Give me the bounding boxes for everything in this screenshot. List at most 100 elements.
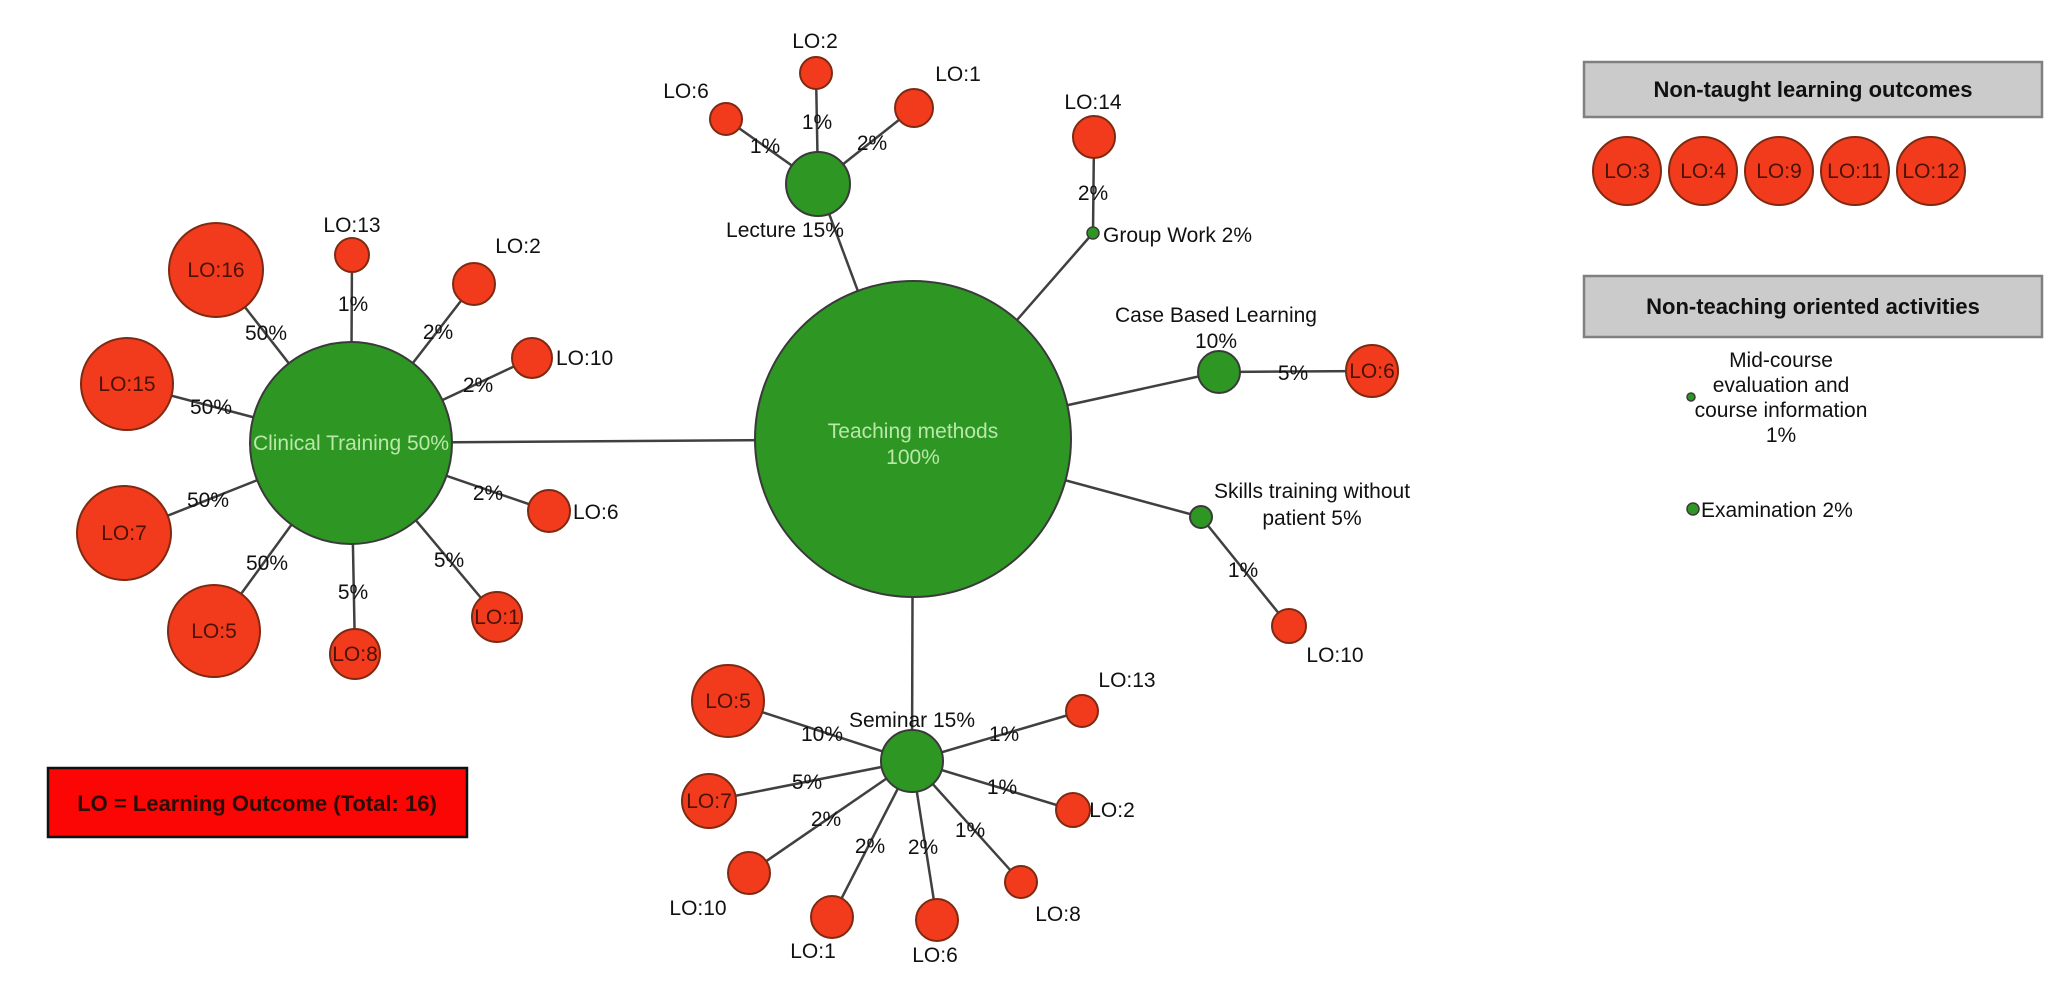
- node-label-lo1c: LO:1: [474, 606, 520, 629]
- edge-label-lecture-lo2L: 1%: [802, 111, 832, 134]
- node-label-lo6cb: LO:6: [1349, 360, 1395, 383]
- node-label-lo4: LO:4: [1680, 160, 1726, 183]
- node-label-lo7s: LO:7: [686, 790, 732, 813]
- node-lo2L: [799, 56, 833, 90]
- edge-seminar-lo10m: [748, 759, 913, 875]
- edge-label-seminar-lo7s: 5%: [792, 771, 822, 794]
- node-groupwork: [1086, 226, 1100, 240]
- node-lo13s: [1065, 694, 1099, 728]
- edge-label-seminar-lo10m: 2%: [811, 808, 841, 831]
- node-lo16: [168, 222, 264, 318]
- key-label: LO = Learning Outcome (Total: 16): [77, 791, 437, 816]
- node-lo10s: [1271, 608, 1307, 644]
- node-label-lo12: LO:12: [1902, 160, 1959, 183]
- node-midcourse: [1686, 392, 1696, 402]
- edge-label-clinical-lo2c: 2%: [423, 321, 453, 344]
- node-label-center-line2: 100%: [886, 446, 940, 469]
- edge-skills-lo10s: [1200, 516, 1290, 627]
- node-center: [754, 280, 1072, 598]
- edge-label-clinical-lo10c: 2%: [463, 374, 493, 397]
- node-label-lo8c: LO:8: [332, 643, 378, 666]
- node-lo1s: [810, 895, 854, 939]
- node-lo10m: [727, 851, 771, 895]
- node-label-lo6s: LO:6: [912, 944, 958, 967]
- node-label-skills-line1: Skills training without: [1214, 480, 1410, 503]
- node-lo11: [1820, 136, 1890, 206]
- node-label-lo5s: LO:5: [705, 690, 751, 713]
- node-label-groupwork: Group Work 2%: [1103, 224, 1252, 247]
- node-label-lo3: LO:3: [1604, 160, 1650, 183]
- edge-label-lecture-lo1L: 2%: [857, 132, 887, 155]
- edge-label-lecture-lo6L: 1%: [750, 135, 780, 158]
- edge-label-clinical-lo5c: 50%: [246, 552, 288, 575]
- node-lo1L: [894, 88, 934, 128]
- node-label-lo14: LO:14: [1064, 91, 1122, 114]
- node-lo12: [1896, 136, 1966, 206]
- node-label-lo11: LO:11: [1827, 160, 1883, 183]
- node-seminar: [880, 729, 944, 793]
- key-box: [46, 766, 469, 839]
- edge-label-clinical-lo15: 50%: [190, 396, 232, 419]
- edge-label-skills-lo10s: 1%: [1228, 559, 1258, 582]
- node-label-lo1s: LO:1: [790, 940, 836, 963]
- node-label-lo10m: LO:10: [669, 897, 726, 920]
- node-label-lo13c: LO:13: [323, 214, 380, 237]
- node-label-casebased-line1: Case Based Learning: [1115, 304, 1317, 327]
- node-label-casebased-line2: 10%: [1195, 330, 1237, 353]
- node-label-center-line1: Teaching methods: [828, 420, 998, 443]
- node-lo6c: [527, 489, 571, 533]
- node-label-lo8s: LO:8: [1035, 903, 1081, 926]
- node-label-clinical: Clinical Training 50%: [253, 432, 449, 455]
- node-label-lo5c: LO:5: [191, 620, 237, 643]
- node-label-midcourse-line2: evaluation and: [1713, 374, 1850, 397]
- nonteaching-label: Non-teaching oriented activities: [1646, 294, 1980, 319]
- edge-label-casebased-lo6cb: 5%: [1278, 362, 1308, 385]
- node-label-lo13s: LO:13: [1098, 669, 1155, 692]
- node-label-lo10c: LO:10: [556, 347, 613, 370]
- node-lo7c: [76, 485, 172, 581]
- node-lo3: [1592, 136, 1662, 206]
- edge-label-seminar-lo8s: 1%: [955, 819, 985, 842]
- edge-label-seminar-lo13s: 1%: [989, 723, 1019, 746]
- edge-seminar-lo7s: [708, 759, 913, 803]
- node-label-midcourse-line4: 1%: [1766, 424, 1796, 447]
- node-label-lo15: LO:15: [98, 373, 155, 396]
- node-label-lo2L: LO:2: [792, 30, 838, 53]
- edge-label-seminar-lo6s: 2%: [908, 836, 938, 859]
- edge-label-seminar-lo5s: 10%: [801, 723, 843, 746]
- node-lo2s: [1055, 792, 1091, 828]
- edge-label-clinical-lo13c: 1%: [338, 293, 368, 316]
- node-label-lo6c: LO:6: [573, 501, 619, 524]
- node-label-lo2s: LO:2: [1089, 799, 1135, 822]
- node-lo9: [1744, 136, 1814, 206]
- node-lo10c: [511, 337, 553, 379]
- node-label-lecture: Lecture 15%: [726, 219, 844, 242]
- node-casebased: [1197, 350, 1241, 394]
- node-label-skills-line2: patient 5%: [1262, 507, 1361, 530]
- node-label-examination: Examination 2%: [1701, 499, 1853, 522]
- node-lo5s: [691, 664, 765, 738]
- nontaught-box: [1582, 60, 2044, 119]
- node-clinical: [249, 341, 453, 545]
- node-lo6cb: [1345, 344, 1399, 398]
- node-examination: [1686, 502, 1700, 516]
- node-lo6L: [709, 102, 743, 136]
- node-label-lo10s: LO:10: [1306, 644, 1363, 667]
- node-skills: [1189, 505, 1213, 529]
- node-lo15: [80, 337, 174, 431]
- node-lo6s: [915, 898, 959, 942]
- node-lo4: [1668, 136, 1738, 206]
- node-lo7s: [681, 773, 737, 829]
- node-label-lo9: LO:9: [1756, 160, 1802, 183]
- node-lo14: [1072, 115, 1116, 159]
- nonteaching-box: [1582, 274, 2044, 339]
- node-label-lo7c: LO:7: [101, 522, 147, 545]
- node-label-seminar: Seminar 15%: [849, 709, 975, 732]
- node-label-lo16: LO:16: [187, 259, 244, 282]
- node-label-lo2c: LO:2: [495, 235, 541, 258]
- node-lo1c: [471, 591, 523, 643]
- node-lo13c: [334, 237, 370, 273]
- node-lo2c: [452, 262, 496, 306]
